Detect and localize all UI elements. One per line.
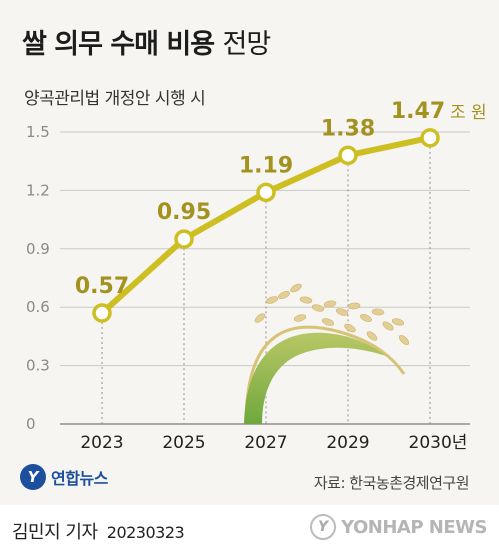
y-tick-label: 0.9 <box>26 240 50 258</box>
title-main: 쌀 의무 수매 비용 <box>22 29 215 60</box>
credit-bar: 김민지 기자 20230323 Y YONHAP NEWS <box>0 505 499 553</box>
x-tick-label: 2023 <box>80 433 123 453</box>
logo-text: 연합뉴스 <box>51 469 108 488</box>
chart-subtitle: 양곡관리법 개정안 시행 시 <box>24 89 206 109</box>
line-chart: 0 0.3 0.6 0.9 1.2 1.5 2023 2025 2027 2029 2030년 0.… <box>26 99 487 453</box>
data-point <box>338 145 358 166</box>
rice-plant-illustration <box>244 283 410 425</box>
chart-title: 쌀 의무 수매 비용 전망 <box>22 22 272 61</box>
x-tick-label: 2027 <box>244 433 287 453</box>
y-tick-label: 0.3 <box>26 357 50 375</box>
author-line: 김민지 기자 20230323 <box>12 518 185 544</box>
data-point <box>174 229 194 249</box>
data-label: 1.19 <box>239 153 293 178</box>
x-tick-label: 2025 <box>162 433 205 453</box>
data-label: 1.38 <box>321 116 375 141</box>
y-tick-label: 0.6 <box>26 298 50 316</box>
yonhap-logo: Y 연합뉴스 <box>20 464 108 490</box>
y-tick-label: 1.2 <box>26 181 50 199</box>
watermark-text: YONHAP NEWS <box>341 516 487 538</box>
y-tick-label: 1.5 <box>26 123 50 141</box>
x-tick-label: 2029 <box>326 433 369 453</box>
publish-date: 20230323 <box>106 523 185 542</box>
data-label: 0.57 <box>75 274 129 299</box>
unit-label: 조 원 <box>450 103 487 123</box>
rice-leaf <box>244 332 386 424</box>
data-point <box>92 303 112 323</box>
data-point <box>256 182 276 203</box>
data-point <box>420 128 440 148</box>
watermark: Y YONHAP NEWS <box>310 514 487 540</box>
plot-area: 2023 2025 2027 2029 2030년 0.57 0.95 1.19 1.38 1.4… <box>75 99 487 453</box>
source-note: 자료: 한국농촌경제연구원 <box>313 474 470 492</box>
yonhap-logo-icon: Y <box>20 464 46 490</box>
author-name: 김민지 기자 <box>12 522 98 543</box>
x-tick-label: 2030년 <box>409 433 468 453</box>
rice-stem <box>244 325 406 425</box>
data-label: 1.47 <box>391 99 445 124</box>
title-sub: 전망 <box>222 29 272 60</box>
rice-grains <box>254 283 410 346</box>
watermark-icon: Y <box>310 514 337 540</box>
data-label: 0.95 <box>157 200 211 225</box>
y-tick-label: 0 <box>26 415 36 433</box>
